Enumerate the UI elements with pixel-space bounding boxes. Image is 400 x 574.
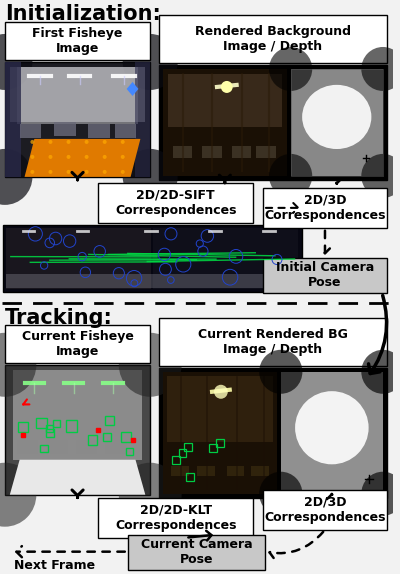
FancyBboxPatch shape [98, 183, 253, 223]
FancyBboxPatch shape [159, 65, 387, 180]
Circle shape [30, 170, 34, 174]
FancyBboxPatch shape [46, 440, 68, 453]
FancyBboxPatch shape [167, 376, 273, 442]
Text: Next Frame: Next Frame [14, 559, 95, 572]
FancyBboxPatch shape [197, 466, 215, 476]
FancyBboxPatch shape [163, 372, 277, 494]
Polygon shape [127, 82, 138, 96]
FancyBboxPatch shape [202, 146, 222, 158]
FancyBboxPatch shape [171, 466, 188, 476]
FancyBboxPatch shape [134, 62, 150, 177]
Text: 2D/3D
Correspondences: 2D/3D Correspondences [264, 194, 386, 222]
FancyBboxPatch shape [128, 535, 265, 569]
FancyBboxPatch shape [5, 22, 150, 60]
Circle shape [361, 472, 400, 515]
FancyBboxPatch shape [10, 67, 145, 122]
Polygon shape [10, 460, 145, 495]
Circle shape [85, 155, 88, 159]
Text: 2D/2D-SIFT
Correspondences: 2D/2D-SIFT Correspondences [115, 189, 236, 217]
FancyBboxPatch shape [291, 69, 383, 176]
Circle shape [48, 155, 52, 159]
FancyBboxPatch shape [159, 318, 387, 366]
Circle shape [361, 47, 400, 91]
Text: 2D/3D
Correspondences: 2D/3D Correspondences [264, 496, 386, 523]
Circle shape [48, 140, 52, 144]
Circle shape [121, 170, 125, 174]
Circle shape [85, 170, 88, 174]
Text: Current Fisheye
Image: Current Fisheye Image [22, 330, 134, 358]
FancyBboxPatch shape [163, 69, 287, 176]
Ellipse shape [295, 391, 369, 464]
FancyBboxPatch shape [17, 67, 138, 124]
Text: Initial Camera
Pose: Initial Camera Pose [276, 261, 374, 289]
FancyBboxPatch shape [98, 498, 253, 538]
FancyBboxPatch shape [17, 440, 38, 453]
FancyBboxPatch shape [13, 370, 142, 460]
Ellipse shape [302, 85, 371, 149]
FancyBboxPatch shape [263, 188, 387, 228]
FancyBboxPatch shape [159, 368, 387, 498]
Text: Tracking:: Tracking: [5, 308, 113, 328]
FancyBboxPatch shape [5, 325, 150, 363]
FancyBboxPatch shape [159, 15, 387, 63]
Circle shape [103, 170, 107, 174]
FancyBboxPatch shape [20, 124, 41, 138]
FancyBboxPatch shape [5, 62, 150, 177]
Circle shape [123, 34, 178, 90]
Circle shape [123, 149, 178, 205]
FancyBboxPatch shape [251, 466, 269, 476]
Circle shape [119, 463, 182, 527]
FancyBboxPatch shape [88, 124, 110, 138]
Circle shape [48, 170, 52, 174]
FancyBboxPatch shape [227, 466, 244, 476]
Circle shape [30, 155, 34, 159]
Circle shape [361, 154, 400, 198]
Text: 2D/2D-KLT
Correspondences: 2D/2D-KLT Correspondences [115, 504, 236, 532]
Circle shape [259, 472, 302, 515]
FancyBboxPatch shape [6, 228, 151, 289]
Text: Current Rendered BG
Image / Depth: Current Rendered BG Image / Depth [198, 328, 348, 356]
FancyBboxPatch shape [5, 365, 150, 495]
Circle shape [103, 140, 107, 144]
FancyBboxPatch shape [173, 146, 192, 158]
FancyBboxPatch shape [105, 440, 127, 453]
FancyBboxPatch shape [153, 228, 298, 289]
Circle shape [0, 34, 32, 90]
Text: Rendered Background
Image / Depth: Rendered Background Image / Depth [195, 25, 351, 53]
FancyBboxPatch shape [115, 124, 136, 138]
FancyBboxPatch shape [168, 74, 282, 127]
Circle shape [221, 81, 233, 93]
Circle shape [85, 140, 88, 144]
FancyBboxPatch shape [232, 146, 251, 158]
FancyBboxPatch shape [76, 440, 97, 453]
FancyBboxPatch shape [256, 146, 276, 158]
Circle shape [103, 155, 107, 159]
Circle shape [66, 170, 70, 174]
Circle shape [0, 149, 32, 205]
Circle shape [121, 140, 125, 144]
Circle shape [0, 463, 36, 527]
FancyBboxPatch shape [263, 490, 387, 530]
Circle shape [269, 154, 312, 198]
Circle shape [0, 333, 36, 397]
Circle shape [119, 333, 182, 397]
FancyBboxPatch shape [54, 122, 76, 136]
Polygon shape [24, 139, 140, 177]
Circle shape [66, 155, 70, 159]
FancyBboxPatch shape [6, 274, 300, 288]
Circle shape [66, 140, 70, 144]
FancyBboxPatch shape [3, 225, 302, 292]
FancyBboxPatch shape [263, 258, 387, 293]
Circle shape [269, 47, 312, 91]
Circle shape [361, 350, 400, 394]
Text: Initialization:: Initialization: [5, 4, 161, 24]
FancyBboxPatch shape [281, 372, 383, 494]
Circle shape [121, 155, 125, 159]
Text: First Fisheye
Image: First Fisheye Image [32, 27, 123, 55]
Circle shape [259, 350, 302, 394]
FancyBboxPatch shape [5, 62, 21, 177]
Circle shape [214, 385, 228, 399]
Text: Current Camera
Pose: Current Camera Pose [140, 538, 252, 566]
Circle shape [30, 140, 34, 144]
